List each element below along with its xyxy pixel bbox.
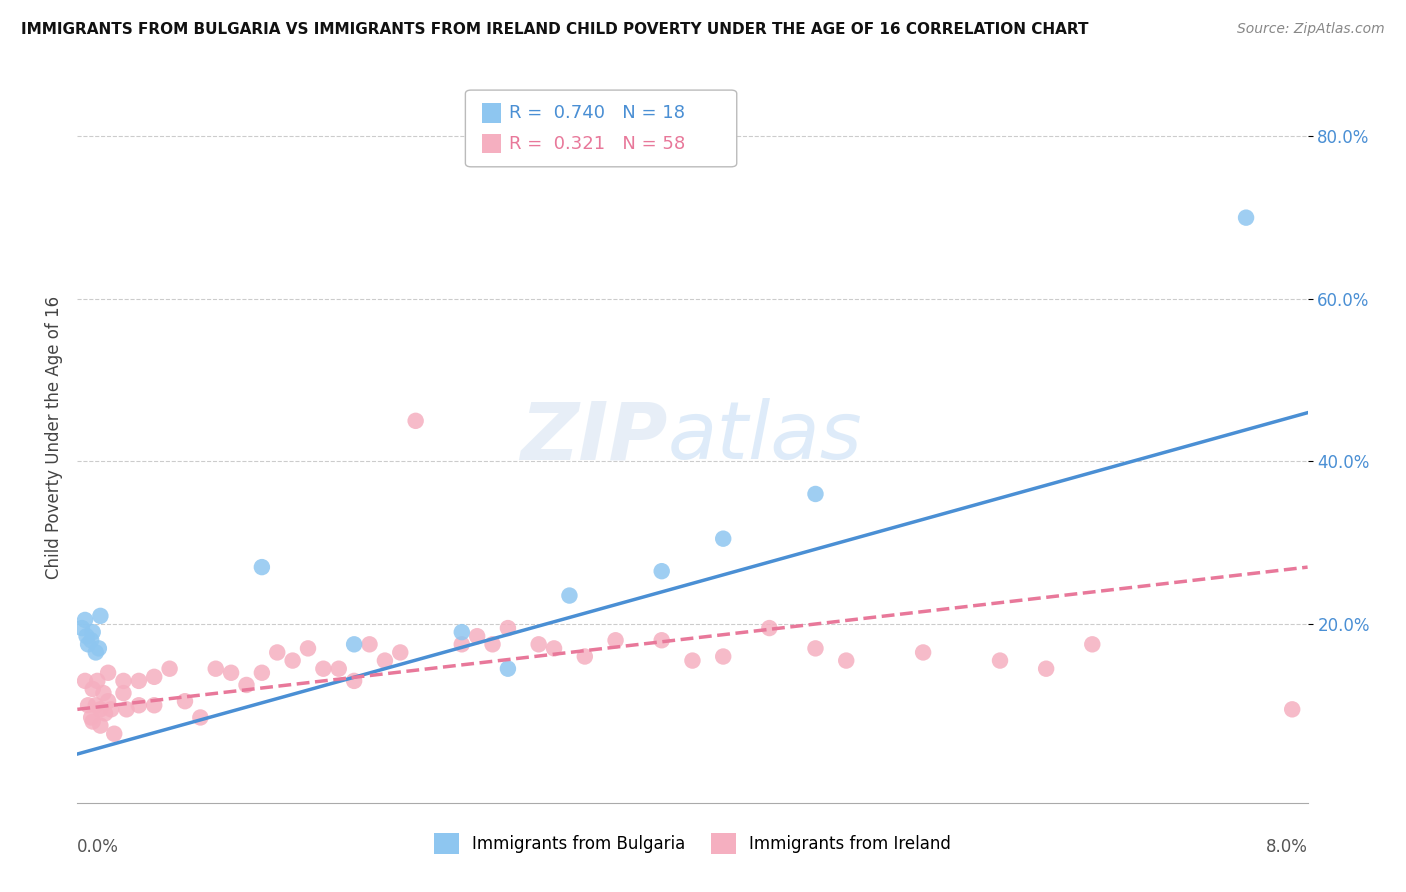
Point xyxy=(97,694,120,708)
Point xyxy=(93,686,115,700)
Point xyxy=(359,637,381,651)
Point xyxy=(835,654,858,668)
Text: 0.0%: 0.0% xyxy=(77,838,120,855)
Point xyxy=(87,641,110,656)
Point xyxy=(73,613,96,627)
Text: atlas: atlas xyxy=(668,398,863,476)
Point xyxy=(84,645,107,659)
Point xyxy=(115,702,138,716)
Text: R =  0.321   N = 58: R = 0.321 N = 58 xyxy=(509,135,685,153)
Point xyxy=(82,681,104,696)
Point xyxy=(711,649,734,664)
Point xyxy=(80,710,103,724)
Point xyxy=(297,641,319,656)
Point xyxy=(89,608,111,623)
Point xyxy=(558,589,581,603)
Point xyxy=(543,641,565,656)
Point xyxy=(405,414,427,428)
Y-axis label: Child Poverty Under the Age of 16: Child Poverty Under the Age of 16 xyxy=(45,295,63,579)
Point xyxy=(77,637,100,651)
Point xyxy=(250,665,273,680)
Point xyxy=(82,625,104,640)
Point xyxy=(94,706,117,721)
Point xyxy=(682,654,704,668)
Point xyxy=(143,698,166,713)
Point xyxy=(84,698,107,713)
Point xyxy=(266,645,288,659)
Point xyxy=(77,698,100,713)
Point xyxy=(1081,637,1104,651)
Point xyxy=(1035,662,1057,676)
Point xyxy=(235,678,257,692)
Point xyxy=(204,662,226,676)
Text: 8.0%: 8.0% xyxy=(1265,838,1308,855)
Point xyxy=(86,673,108,688)
Point xyxy=(988,654,1011,668)
Point xyxy=(481,637,503,651)
Point xyxy=(100,702,122,716)
Point xyxy=(112,673,135,688)
Point xyxy=(496,662,519,676)
Text: ZIP: ZIP xyxy=(520,398,668,476)
Point xyxy=(389,645,412,659)
Point xyxy=(651,564,673,578)
Text: Source: ZipAtlas.com: Source: ZipAtlas.com xyxy=(1237,22,1385,37)
Point xyxy=(80,633,103,648)
Point xyxy=(97,665,120,680)
Point xyxy=(89,702,111,716)
Point xyxy=(89,718,111,732)
Point xyxy=(112,686,135,700)
Point xyxy=(73,673,96,688)
Point xyxy=(496,621,519,635)
Point xyxy=(804,487,827,501)
Point xyxy=(82,714,104,729)
Legend: Immigrants from Bulgaria, Immigrants from Ireland: Immigrants from Bulgaria, Immigrants fro… xyxy=(427,827,957,860)
Point xyxy=(70,621,93,635)
Point xyxy=(343,673,366,688)
Point xyxy=(143,670,166,684)
Point xyxy=(159,662,181,676)
Point xyxy=(1281,702,1303,716)
Point xyxy=(450,625,472,640)
Point xyxy=(574,649,596,664)
Point xyxy=(250,560,273,574)
Point xyxy=(758,621,780,635)
Text: R =  0.740   N = 18: R = 0.740 N = 18 xyxy=(509,104,685,122)
Point xyxy=(465,629,488,643)
Point xyxy=(1234,211,1257,225)
Point xyxy=(188,710,212,724)
Point xyxy=(450,637,472,651)
Point xyxy=(912,645,935,659)
Point xyxy=(343,637,366,651)
Text: IMMIGRANTS FROM BULGARIA VS IMMIGRANTS FROM IRELAND CHILD POVERTY UNDER THE AGE : IMMIGRANTS FROM BULGARIA VS IMMIGRANTS F… xyxy=(21,22,1088,37)
Point xyxy=(174,694,197,708)
Point xyxy=(281,654,304,668)
Point xyxy=(804,641,827,656)
Point xyxy=(103,727,125,741)
Point xyxy=(312,662,335,676)
Point xyxy=(219,665,242,680)
Point xyxy=(527,637,550,651)
Point xyxy=(605,633,627,648)
Point xyxy=(374,654,396,668)
Point xyxy=(651,633,673,648)
Point xyxy=(328,662,350,676)
Point xyxy=(128,673,150,688)
Point xyxy=(128,698,150,713)
Point xyxy=(76,629,98,643)
Point xyxy=(711,532,734,546)
